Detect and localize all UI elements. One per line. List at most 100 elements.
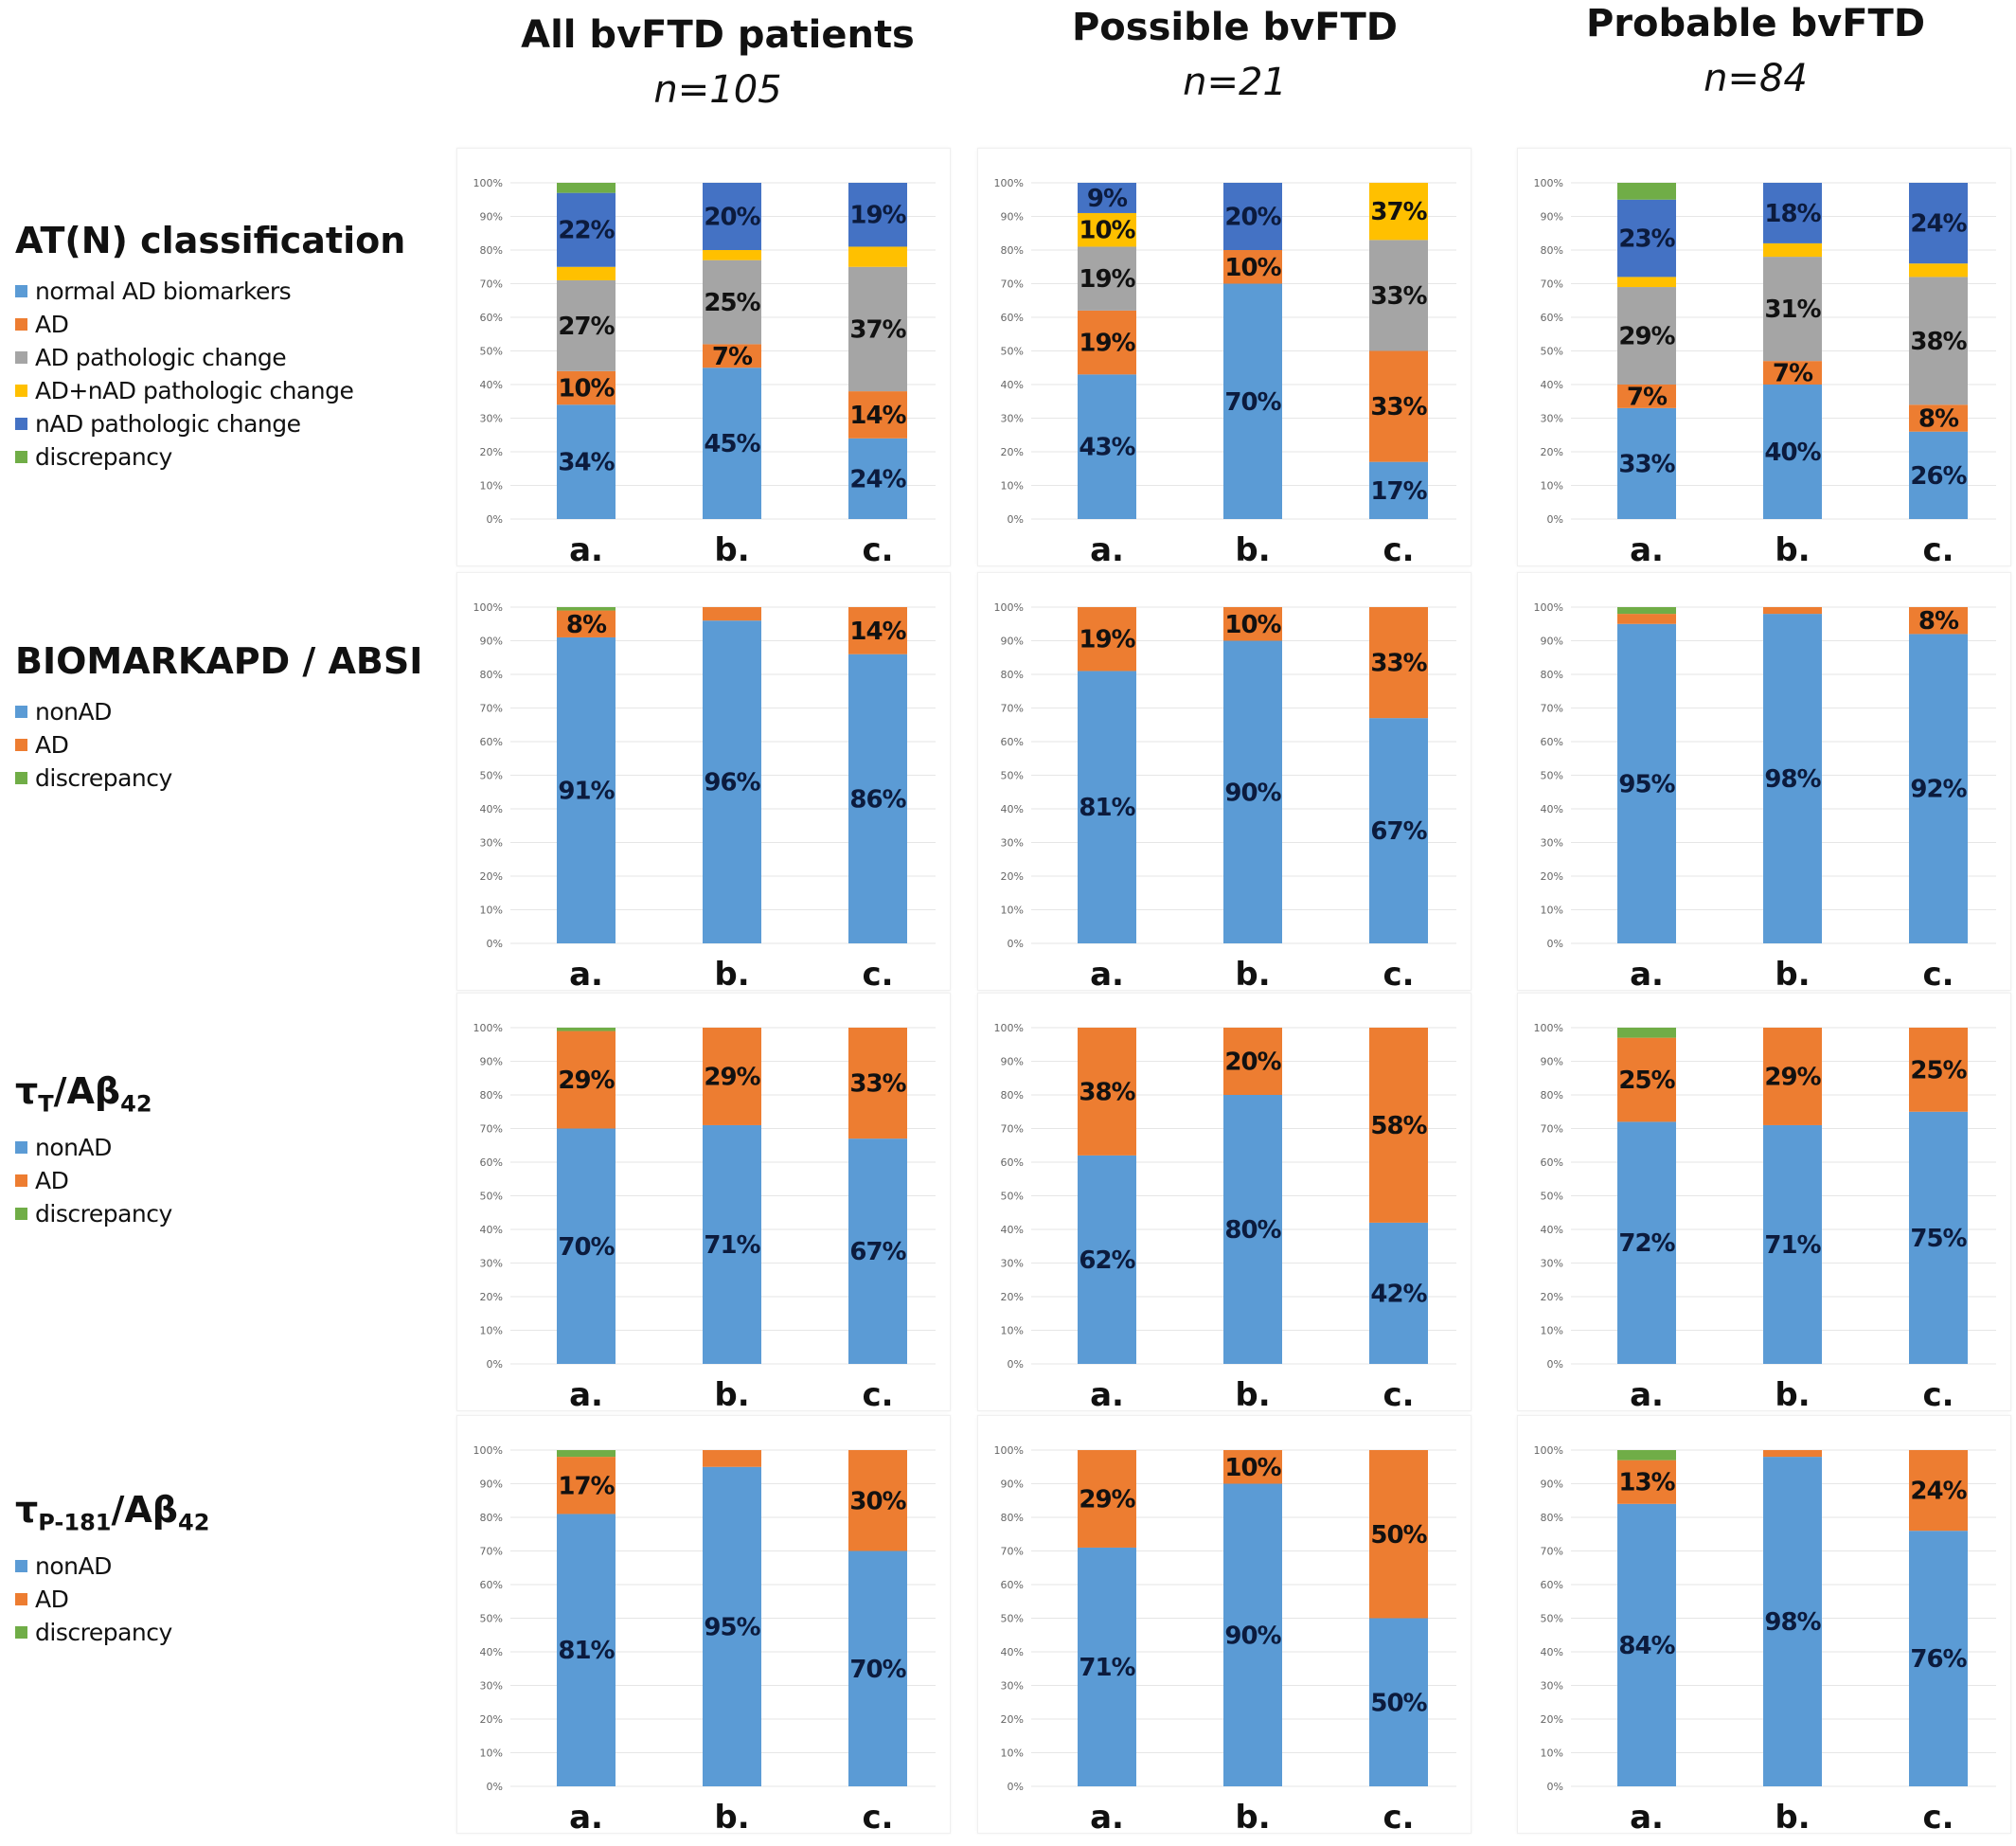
legend-item: nAD pathologic change: [15, 407, 405, 440]
y-tick-label: 10%: [1541, 1747, 1563, 1760]
bar-segment-ad-pathologic-change: [1909, 277, 1968, 405]
bar-segment-ad-nad-pathologic-change: [703, 250, 761, 260]
y-tick-label: 40%: [1001, 1224, 1024, 1236]
category-label: c.: [1383, 531, 1414, 565]
data-label: 62%: [1079, 1246, 1135, 1275]
data-label: 24%: [1910, 210, 1967, 239]
data-label: 29%: [1764, 1063, 1821, 1091]
row-title: τT/Aβ42: [15, 1070, 152, 1118]
bar-segment-ad-nad-pathologic-change: [1617, 277, 1676, 288]
data-label: 96%: [704, 769, 760, 798]
y-tick-label: 50%: [1541, 770, 1563, 782]
y-tick-label: 20%: [1541, 1713, 1563, 1726]
legend-item: AD: [15, 308, 405, 341]
legend-item: nonAD: [15, 1131, 172, 1164]
data-label: 98%: [1764, 765, 1821, 794]
bar-segment-normal-ad-biomarkers: [1763, 385, 1822, 519]
legend-label: AD: [35, 1585, 69, 1613]
bar-segment-nonad: [1617, 1121, 1676, 1364]
category-label: a.: [569, 531, 603, 565]
bar-segment-ad: [557, 370, 616, 405]
bar-segment-ad-nad-pathologic-change: [1909, 263, 1968, 278]
legend-label: normal AD biomarkers: [35, 278, 292, 305]
data-label: 14%: [849, 402, 906, 430]
bar-segment-nonad: [1763, 1457, 1822, 1786]
stacked-bar-chart: 0% 10% 20% 30% 40% 50% 60% 70% 80% 90% 100% 62% 38% a…: [994, 1022, 1456, 1410]
y-tick-label: 0%: [1008, 938, 1024, 950]
y-tick-label: 50%: [1001, 770, 1024, 782]
data-label: 84%: [1618, 1632, 1675, 1660]
y-tick-label: 80%: [1001, 1089, 1024, 1102]
y-tick-label: 20%: [1541, 870, 1563, 883]
chart-panel: 0% 10% 20% 30% 40% 50% 60% 70% 80% 90% 100% 72% 25% a…: [1517, 993, 2011, 1411]
legend-item: AD pathologic change: [15, 341, 405, 374]
y-tick-label: 0%: [487, 513, 503, 526]
y-tick-label: 40%: [480, 1224, 503, 1236]
y-tick-label: 80%: [1541, 244, 1563, 257]
data-label: 22%: [558, 217, 615, 245]
column-n: n=105: [653, 68, 782, 112]
bar-segment-ad: [703, 1450, 761, 1467]
category-label: b.: [1775, 1799, 1810, 1833]
y-tick-label: 100%: [994, 177, 1024, 189]
data-label: 33%: [1370, 282, 1427, 311]
category-label: b.: [714, 956, 749, 990]
y-tick-label: 60%: [1541, 312, 1563, 324]
bar-segment-ad: [1909, 607, 1968, 635]
data-label: 19%: [1079, 265, 1135, 294]
data-label: 45%: [704, 430, 760, 458]
row-legend: τP-181/Aβ42 nonAD AD discrepancy: [15, 1489, 209, 1649]
y-tick-label: 70%: [1001, 703, 1024, 715]
y-tick-label: 40%: [1541, 1646, 1563, 1658]
data-label: 71%: [1764, 1231, 1821, 1260]
y-tick-label: 80%: [480, 1089, 503, 1102]
y-tick-label: 100%: [994, 601, 1024, 614]
bar-segment-nad-pathologic-change: [1223, 183, 1282, 250]
y-tick-label: 60%: [480, 312, 503, 324]
data-label: 13%: [1618, 1469, 1675, 1497]
category-label: c.: [862, 1799, 893, 1833]
stacked-bar-chart: 0% 10% 20% 30% 40% 50% 60% 70% 80% 90% 100% 43% 19% 1…: [994, 177, 1456, 565]
legend-label: AD: [35, 311, 69, 338]
legend-swatch: [15, 285, 27, 297]
bar-segment-ad: [557, 1031, 616, 1129]
stacked-bar-chart: 0% 10% 20% 30% 40% 50% 60% 70% 80% 90% 100% 70% 29% a…: [473, 1022, 936, 1410]
bar-segment-discrepancy: [1617, 1450, 1676, 1461]
legend-label: discrepancy: [35, 1199, 172, 1228]
data-label: 19%: [1079, 626, 1135, 654]
y-tick-label: 50%: [1541, 1191, 1563, 1203]
chart-panel: 0% 10% 20% 30% 40% 50% 60% 70% 80% 90% 100% 91% 8% a.…: [456, 572, 951, 991]
stacked-bar-chart: 0% 10% 20% 30% 40% 50% 60% 70% 80% 90% 100% 71% 29% a…: [994, 1444, 1456, 1833]
bar-segment-nonad: [1617, 623, 1676, 943]
chart-panel: 0% 10% 20% 30% 40% 50% 60% 70% 80% 90% 100% 81% 19% a…: [977, 572, 1472, 991]
y-tick-label: 90%: [1541, 1056, 1563, 1068]
y-tick-label: 80%: [1541, 1089, 1563, 1102]
y-tick-label: 30%: [480, 1680, 503, 1693]
data-label: 98%: [1764, 1608, 1821, 1637]
stacked-bar-chart: 0% 10% 20% 30% 40% 50% 60% 70% 80% 90% 100% 91% 8% a.…: [473, 601, 936, 990]
bar-segment-ad: [1369, 350, 1428, 462]
y-tick-label: 20%: [1001, 1291, 1024, 1303]
bar-segment-ad-pathologic-change: [1763, 257, 1822, 362]
y-tick-label: 40%: [480, 379, 503, 391]
y-tick-label: 100%: [473, 601, 503, 614]
bar-segment-nonad: [1369, 718, 1428, 943]
bar-segment-nonad: [557, 1514, 616, 1786]
bar-segment-ad: [1369, 607, 1428, 719]
bar-segment-ad: [1617, 614, 1676, 624]
bar-segment-ad: [1078, 607, 1136, 672]
data-label: 31%: [1764, 296, 1821, 324]
category-label: a.: [1630, 1799, 1664, 1833]
y-tick-label: 50%: [1001, 1191, 1024, 1203]
legend-item: normal AD biomarkers: [15, 275, 405, 308]
y-tick-label: 100%: [473, 1444, 503, 1457]
bar-segment-normal-ad-biomarkers: [848, 438, 907, 519]
legend-swatch: [15, 1140, 27, 1154]
y-tick-label: 10%: [480, 905, 503, 917]
bar-segment-nonad: [1763, 1124, 1822, 1364]
category-label: a.: [1630, 531, 1664, 565]
bar-segment-ad: [1763, 607, 1822, 615]
bar-segment-nonad: [1763, 614, 1822, 943]
y-tick-label: 70%: [1541, 278, 1563, 291]
bar-segment-nonad: [1078, 671, 1136, 943]
